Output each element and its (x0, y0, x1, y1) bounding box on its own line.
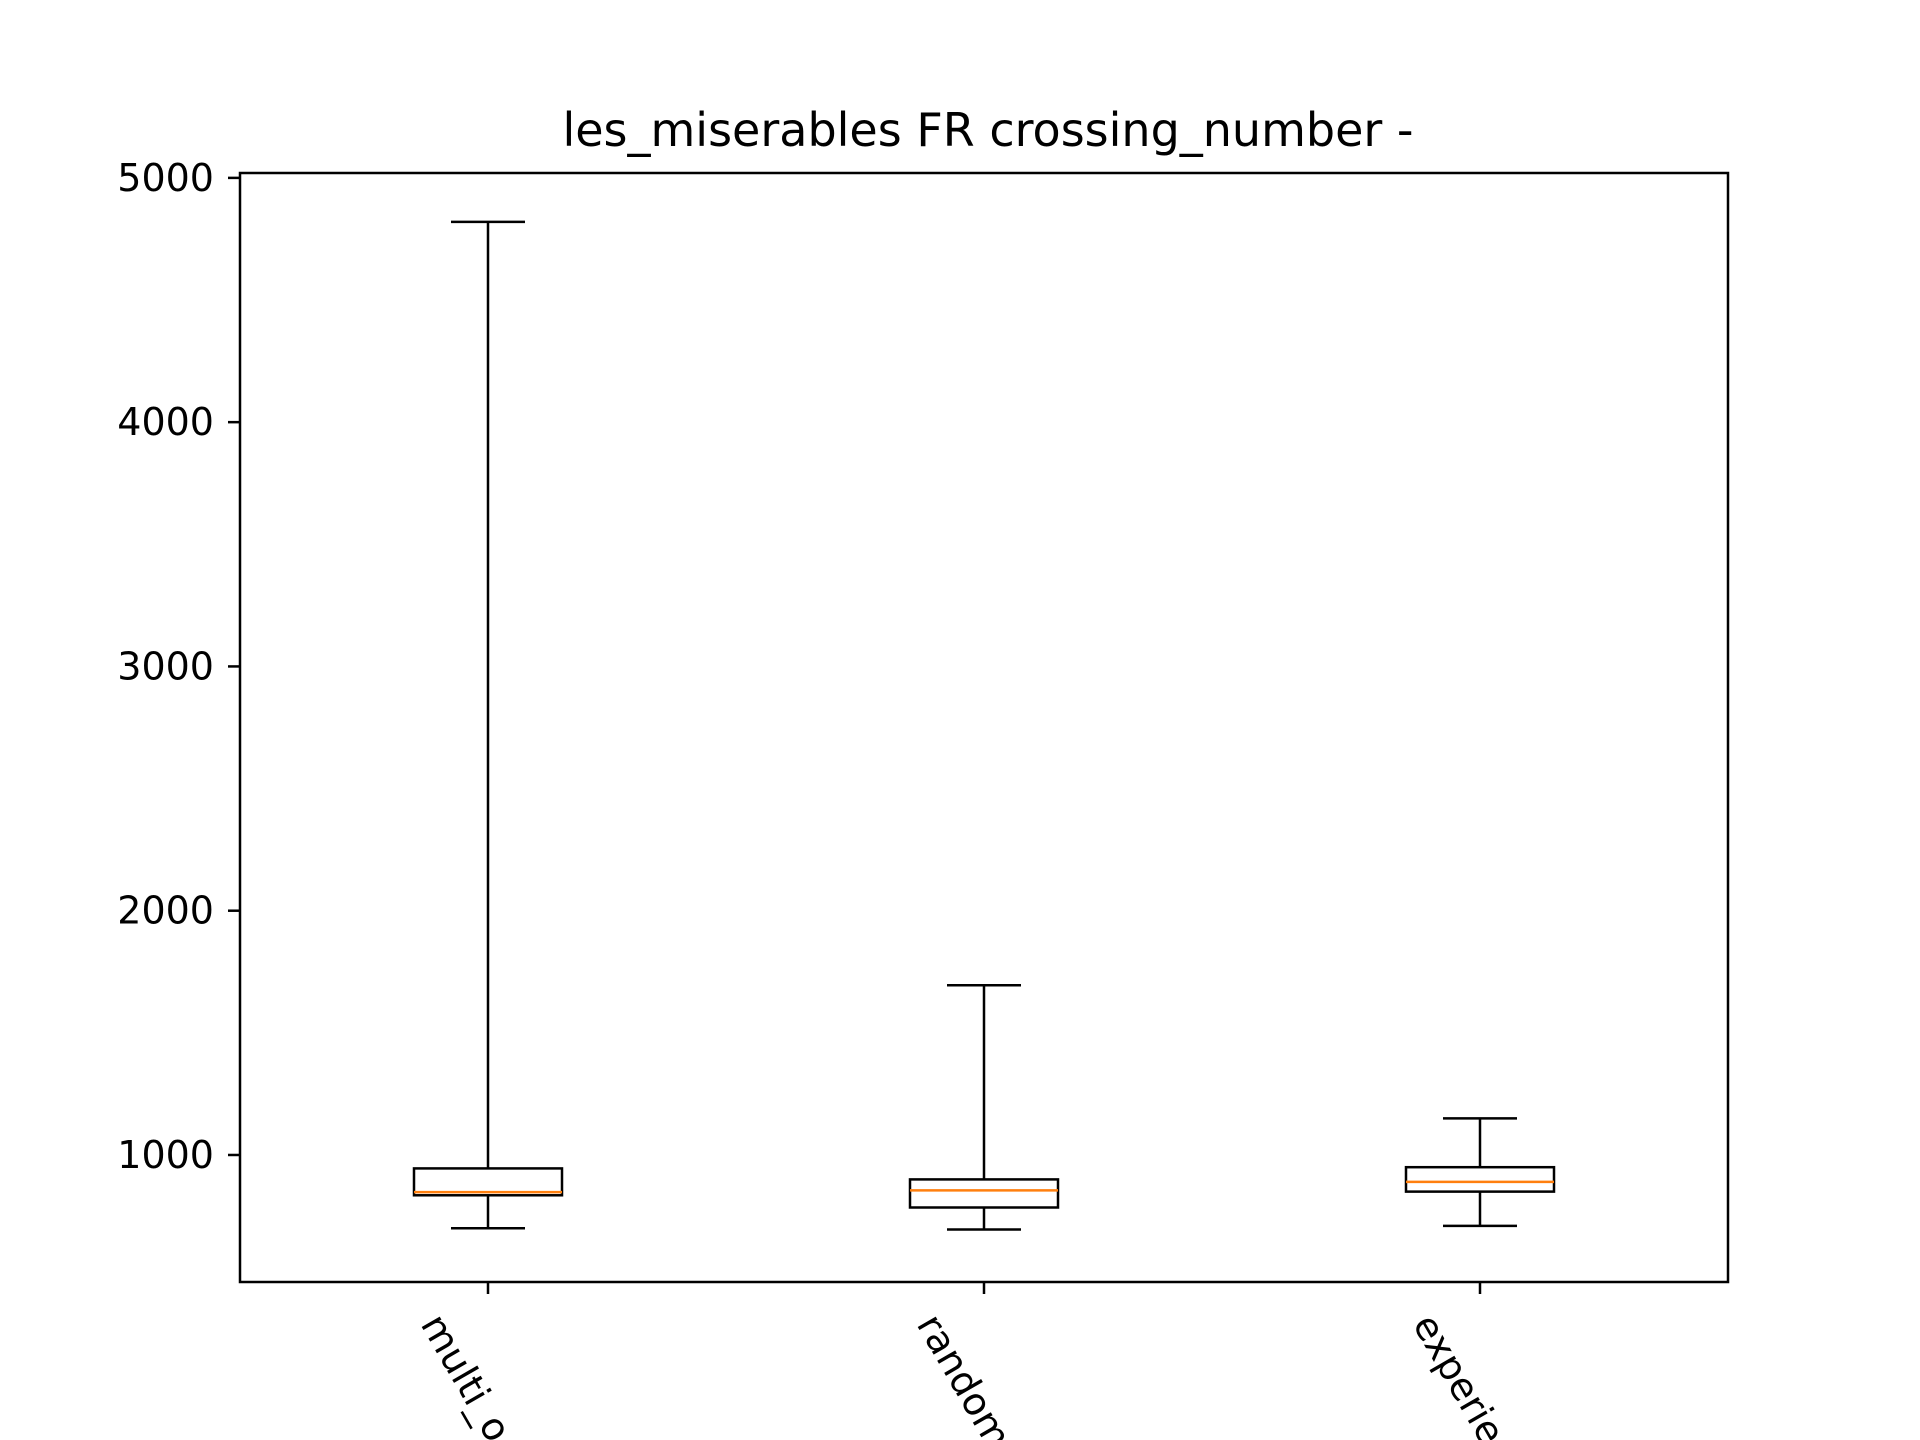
chart-title: les_miserables FR crossing_number - (562, 103, 1413, 157)
plot-marks (412, 220, 1556, 1231)
box-group-1 (412, 220, 564, 1230)
y-tick-label: 2000 (117, 889, 214, 933)
y-axis: 1000 2000 3000 4000 5000 (117, 156, 240, 1177)
iqr-box (908, 1178, 1060, 1209)
box-group-2 (908, 983, 1060, 1231)
y-tick-label: 5000 (117, 156, 214, 200)
box-group-3 (1404, 1117, 1556, 1228)
y-tick-label: 3000 (117, 644, 214, 688)
iqr-box (412, 1167, 564, 1197)
y-tick-label: 4000 (117, 400, 214, 444)
y-tick-label: 1000 (117, 1133, 214, 1177)
iqr-box (1404, 1165, 1556, 1193)
